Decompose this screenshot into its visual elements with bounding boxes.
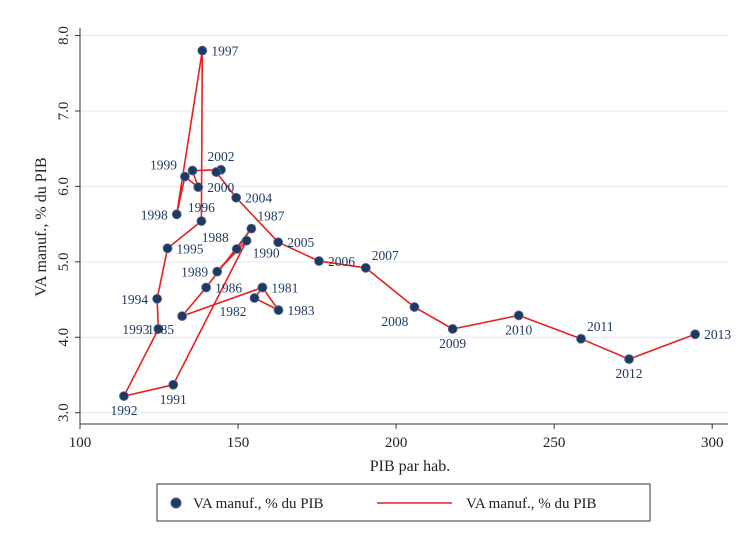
marker-2003 (211, 167, 222, 177)
point-label-2006: 2006 (328, 254, 355, 269)
point-label-1986: 1986 (215, 280, 242, 295)
marker-1985 (177, 311, 187, 322)
point-label-1997: 1997 (211, 44, 238, 59)
marker-1994 (152, 293, 163, 304)
x-tick-label-0: 100 (69, 435, 92, 451)
marker-1990 (241, 235, 252, 246)
point-label-2010: 2010 (505, 322, 532, 337)
marker-2011 (576, 333, 586, 344)
legend-marker-swatch (170, 497, 182, 509)
point-label-1991: 1991 (160, 392, 187, 407)
point-label-2009: 2009 (439, 336, 466, 351)
marker-1996 (196, 216, 207, 226)
grid-lines (80, 35, 728, 414)
x-tick-label-2: 200 (385, 435, 408, 451)
x-tick-label-1: 150 (227, 435, 250, 451)
x-axis-title: PIB par hab. (370, 458, 450, 475)
point-label-2011: 2011 (587, 319, 614, 334)
marker-1991 (168, 379, 179, 390)
point-label-2005: 2005 (287, 235, 314, 250)
point-label-1987: 1987 (257, 209, 284, 224)
marker-1984 (257, 282, 268, 293)
marker-1982 (249, 293, 260, 303)
point-label-1999: 1999 (150, 158, 177, 173)
markers-group (119, 45, 701, 401)
marker-2013 (690, 329, 701, 340)
marker-2012 (624, 354, 634, 365)
y-tick-label-0: 3.0 (56, 403, 72, 422)
marker-1995 (162, 243, 173, 254)
y-tick-label-5: 8.0 (56, 26, 72, 45)
marker-2000 (193, 182, 204, 193)
point-label-2004: 2004 (245, 191, 272, 206)
marker-1986 (201, 282, 212, 293)
point-label-1989: 1989 (181, 265, 208, 280)
y-tick-label-2: 5.0 (56, 252, 72, 271)
point-label-2002: 2002 (207, 149, 234, 164)
marker-1983 (273, 305, 284, 316)
y-tick-label-4: 7.0 (56, 102, 72, 121)
point-label-1995: 1995 (177, 241, 204, 256)
point-label-2013: 2013 (704, 327, 731, 342)
point-label-1998: 1998 (141, 207, 168, 222)
point-label-1982: 1982 (219, 304, 246, 319)
point-label-1981: 1981 (271, 280, 298, 295)
marker-1989 (212, 266, 223, 277)
marker-2004 (231, 192, 242, 203)
legend-label-marker: VA manuf., % du PIB (193, 496, 324, 512)
y-tick-label-3: 6.0 (56, 177, 72, 196)
marker-1993 (153, 324, 164, 334)
marker-1992 (119, 391, 129, 401)
legend-label-line: VA manuf., % du PIB (466, 496, 597, 512)
axes (79, 28, 728, 425)
marker-1999 (180, 171, 190, 182)
legend: VA manuf., % du PIB VA manuf., % du PIB (156, 483, 651, 522)
marker-2008 (409, 302, 420, 312)
marker-2009 (447, 324, 458, 334)
marker-1988 (231, 244, 242, 254)
point-label-1993: 1993 (122, 322, 149, 337)
point-label-1996: 1996 (188, 200, 215, 215)
tick-labels: 3.0 4.0 5.0 6.0 7.0 8.0 100 150 200 250 300 (56, 26, 723, 451)
point-label-1992: 1992 (110, 403, 137, 418)
point-labels-group: 1981 1982 1983 1985 1986 1987 1988 1989 1990 1991… (110, 44, 731, 418)
marker-2006 (314, 256, 324, 266)
point-label-2012: 2012 (616, 366, 643, 381)
point-label-2008: 2008 (381, 314, 408, 329)
point-label-1994: 1994 (121, 292, 148, 307)
point-label-1983: 1983 (288, 303, 315, 318)
point-label-2007: 2007 (372, 248, 399, 263)
y-tick-label-1: 4.0 (56, 328, 72, 347)
marker-1987 (246, 223, 257, 234)
point-label-2000: 2000 (207, 180, 234, 195)
y-axis-title: VA manuf., % du PIB (33, 157, 50, 296)
point-label-1988: 1988 (202, 230, 229, 245)
x-tick-label-4: 300 (701, 435, 724, 451)
marker-2005 (273, 237, 284, 248)
point-label-1990: 1990 (253, 246, 280, 261)
x-tick-label-3: 250 (543, 435, 566, 451)
point-label-1985: 1985 (147, 322, 174, 337)
marker-1998 (171, 209, 182, 220)
marker-1997 (197, 45, 208, 56)
marker-2010 (513, 310, 524, 321)
marker-2007 (360, 262, 371, 273)
marker-2001 (187, 165, 198, 176)
